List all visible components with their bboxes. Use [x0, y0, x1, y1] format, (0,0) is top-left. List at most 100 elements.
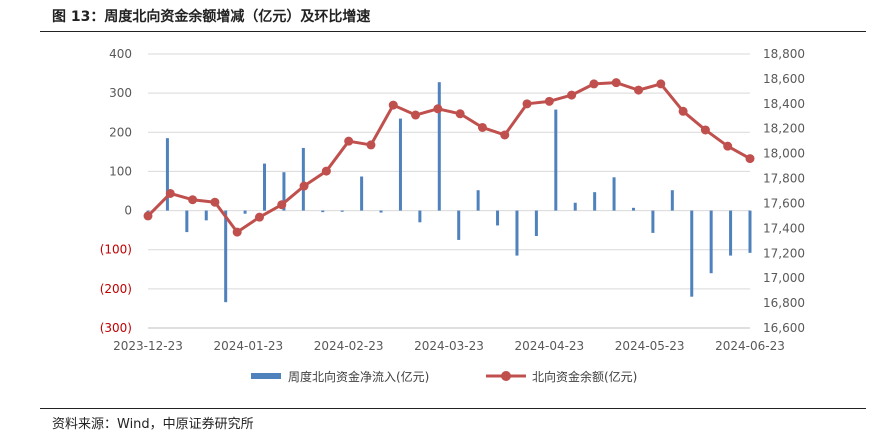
balance-point — [321, 166, 331, 176]
bar — [729, 210, 733, 256]
y-right-tick-label: 17,200 — [763, 246, 805, 260]
balance-point — [700, 125, 710, 135]
y-left-tick-label: (100) — [100, 243, 132, 257]
bar — [534, 210, 538, 237]
bar — [165, 138, 169, 211]
bar — [418, 210, 422, 223]
y-right-tick-label: 16,800 — [763, 296, 805, 310]
source-note: 资料来源：Wind，中原证券研究所 — [52, 417, 254, 432]
y-left-tick-label: 300 — [109, 86, 132, 100]
bar — [379, 210, 383, 213]
bar — [204, 210, 208, 221]
balance-point — [611, 78, 621, 88]
x-tick-label: 2024-03-23 — [414, 339, 484, 353]
gridlines — [148, 53, 750, 290]
balance-point — [165, 188, 175, 198]
bar — [282, 172, 286, 211]
y-right-tick-label: 16,600 — [763, 321, 805, 335]
bar — [224, 210, 228, 303]
balance-point — [254, 212, 264, 222]
y-right-tick-label: 17,400 — [763, 221, 805, 235]
bar — [321, 210, 325, 213]
balance-point — [678, 106, 688, 116]
bar — [554, 109, 558, 211]
bar — [515, 210, 519, 256]
y-left-tick-label: (300) — [100, 321, 132, 335]
line-series — [143, 78, 755, 237]
bar — [593, 192, 597, 211]
bar — [748, 210, 752, 253]
x-tick-label: 2024-06-23 — [715, 339, 785, 353]
balance-point — [589, 79, 599, 89]
bar — [360, 176, 364, 211]
balance-point — [366, 140, 376, 150]
balance-point — [344, 136, 354, 146]
balance-point — [388, 100, 398, 110]
y-left-tick-label: 100 — [109, 164, 132, 178]
bar — [631, 207, 635, 211]
balance-point — [433, 104, 443, 114]
bar — [398, 118, 402, 211]
bar — [457, 210, 461, 240]
bar — [496, 210, 500, 226]
bar — [185, 210, 189, 233]
balance-point — [277, 200, 287, 210]
bar — [476, 190, 480, 211]
legend-bar-swatch — [251, 373, 281, 379]
y-right-tick-label: 18,200 — [763, 122, 805, 136]
bar — [651, 210, 655, 233]
bar — [709, 210, 713, 274]
y-right-tick-label: 18,600 — [763, 72, 805, 86]
bar — [690, 210, 694, 297]
source-rule — [40, 408, 866, 409]
bar — [612, 177, 616, 211]
balance-point — [143, 211, 153, 221]
bar — [263, 163, 267, 211]
balance-point — [567, 90, 577, 100]
x-tick-label: 2024-02-23 — [314, 339, 384, 353]
balance-point — [522, 99, 532, 109]
balance-point — [232, 227, 242, 237]
bar — [573, 202, 577, 211]
x-tick-label: 2023-12-23 — [113, 339, 183, 353]
balance-point — [544, 96, 554, 106]
x-tick-label: 2024-01-23 — [213, 339, 283, 353]
y-left-tick-label: 0 — [124, 204, 132, 218]
legend: 周度北向资金净流入(亿元) 北向资金余额(亿元) — [251, 369, 637, 384]
y-right-tick-label: 17,600 — [763, 196, 805, 210]
y-right-tick-label: 18,000 — [763, 147, 805, 161]
y-right-tick-label: 17,800 — [763, 172, 805, 186]
balance-point — [723, 141, 733, 151]
legend-bar-label: 周度北向资金净流入(亿元) — [288, 369, 429, 384]
balance-point — [411, 110, 421, 120]
title-rule — [40, 31, 866, 32]
bar — [243, 210, 247, 214]
balance-point — [500, 130, 510, 140]
x-tick-label: 2024-05-23 — [615, 339, 685, 353]
x-tick-label: 2024-04-23 — [514, 339, 584, 353]
legend-line-marker — [501, 371, 511, 381]
balance-point — [745, 154, 755, 164]
balance-line — [146, 81, 751, 234]
y-right-tick-label: 18,800 — [763, 47, 805, 61]
y-left-tick-label: (200) — [100, 282, 132, 296]
y-right-tick-label: 18,400 — [763, 97, 805, 111]
bar — [301, 147, 305, 211]
y-left-tick-label: 200 — [109, 125, 132, 139]
figure-title: 图 13：周度北向资金余额增减（亿元）及环比增速 — [52, 9, 371, 25]
y-right-tick-label: 17,000 — [763, 271, 805, 285]
balance-point — [656, 79, 666, 89]
bar — [670, 190, 674, 211]
axes: 400 300 200 100 0 (100) (200) (300) 18,800 18,600… — [100, 47, 805, 353]
balance-point — [188, 195, 198, 205]
bar-series — [146, 82, 752, 303]
y-left-tick-label: 400 — [109, 47, 132, 61]
balance-point — [210, 197, 220, 207]
balance-point — [477, 122, 487, 132]
balance-point — [299, 181, 309, 191]
balance-point — [455, 109, 465, 119]
bar — [437, 82, 441, 211]
legend-line-label: 北向资金余额(亿元) — [532, 369, 637, 384]
balance-point — [634, 85, 644, 95]
